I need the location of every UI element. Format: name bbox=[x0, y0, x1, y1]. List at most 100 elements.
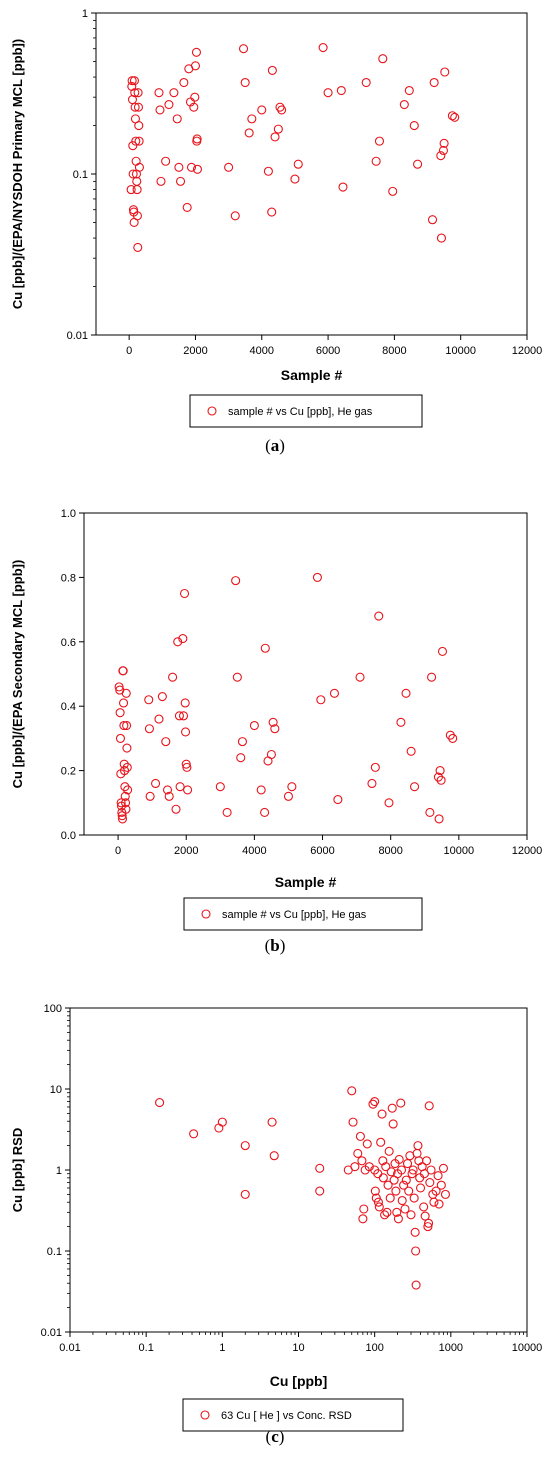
data-point bbox=[260, 807, 270, 818]
data-point bbox=[119, 720, 129, 731]
data-point bbox=[224, 162, 234, 172]
x-tick-label: 4000 bbox=[242, 845, 266, 857]
data-point bbox=[338, 182, 348, 192]
data-point bbox=[355, 672, 365, 682]
data-point bbox=[257, 105, 267, 115]
chart-panel-a: 0 2000 4000 6000 8000 10000 12000 0.01 0.1 1 Sampl… bbox=[0, 0, 550, 470]
data-point bbox=[396, 717, 406, 727]
data-point bbox=[133, 242, 143, 252]
data-point bbox=[189, 1129, 199, 1139]
data-point bbox=[120, 766, 130, 776]
data-point bbox=[362, 1139, 372, 1149]
x-tick-label: 0 bbox=[115, 845, 121, 857]
data-point bbox=[373, 1197, 383, 1207]
data-point bbox=[191, 47, 202, 57]
y-axis-label: Cu [ppb]/(EPA/NYSDOH Primary MCL [ppb]) bbox=[10, 39, 25, 309]
data-point bbox=[318, 43, 328, 53]
data-point bbox=[123, 785, 133, 795]
legend-box bbox=[189, 394, 423, 428]
data-point bbox=[117, 814, 128, 824]
data-point bbox=[370, 1186, 380, 1196]
data-point bbox=[361, 77, 371, 88]
data-point bbox=[222, 807, 232, 818]
data-point bbox=[425, 807, 435, 818]
caption-c-letter: c bbox=[271, 1427, 279, 1446]
data-point bbox=[179, 588, 190, 599]
data-point bbox=[122, 720, 132, 731]
data-point bbox=[371, 156, 381, 166]
data-point bbox=[182, 202, 192, 212]
data-point bbox=[116, 798, 126, 808]
caption-b: (b) bbox=[264, 936, 286, 955]
x-tick-label: 2000 bbox=[183, 345, 207, 357]
data-point bbox=[415, 1183, 426, 1193]
data-point bbox=[164, 100, 174, 110]
y-tick-label: 100 bbox=[44, 1003, 62, 1015]
data-point bbox=[134, 136, 144, 146]
data-point bbox=[217, 1117, 227, 1127]
y-tick-label: 10 bbox=[50, 1084, 62, 1096]
data-point bbox=[164, 791, 174, 801]
data-point bbox=[114, 682, 124, 692]
x-tick-label: 10000 bbox=[512, 1342, 543, 1354]
data-point bbox=[120, 782, 130, 792]
data-point bbox=[436, 151, 446, 161]
x-tick-label: 8000 bbox=[378, 845, 402, 857]
x-tick-label: 0.01 bbox=[59, 1342, 80, 1354]
data-point bbox=[180, 698, 190, 708]
legend-label: sample # vs Cu [ppb], He gas bbox=[228, 406, 373, 418]
plot-frame bbox=[95, 12, 528, 336]
legend-box bbox=[182, 1398, 404, 1432]
data-point bbox=[439, 138, 449, 148]
data-point bbox=[175, 176, 186, 186]
caption-c: (c) bbox=[265, 1427, 285, 1446]
data-point bbox=[402, 1159, 413, 1169]
data-point bbox=[347, 1086, 357, 1096]
data-point bbox=[426, 1165, 436, 1175]
caption-a-letter: a bbox=[270, 436, 280, 455]
y-tick-label: 1.0 bbox=[61, 508, 76, 520]
chart-b-svg: 0 2000 4000 6000 8000 10000 12000 0.0 0.2 0.4 0.6 0… bbox=[10, 508, 542, 931]
data-point bbox=[377, 1109, 387, 1119]
data-point bbox=[172, 114, 182, 124]
data-point bbox=[316, 695, 326, 705]
data-point bbox=[374, 1202, 384, 1212]
x-tick-label: 0 bbox=[126, 345, 132, 357]
data-point bbox=[186, 162, 197, 172]
data-point bbox=[144, 724, 154, 734]
data-point bbox=[374, 611, 384, 621]
data-point bbox=[115, 733, 126, 743]
data-point bbox=[420, 1211, 430, 1221]
data-point bbox=[130, 102, 140, 112]
data-point bbox=[448, 733, 458, 743]
y-tick-label: 1 bbox=[56, 1165, 62, 1177]
data-point bbox=[178, 711, 189, 721]
data-point bbox=[270, 724, 280, 734]
data-point bbox=[409, 782, 420, 792]
data-point bbox=[121, 688, 131, 698]
data-point bbox=[401, 1175, 411, 1185]
data-point bbox=[145, 791, 155, 801]
data-point bbox=[230, 211, 240, 221]
data-point bbox=[128, 169, 138, 179]
caption-a: (a) bbox=[265, 436, 285, 455]
x-tick-label: 2000 bbox=[174, 845, 198, 857]
data-point bbox=[368, 1099, 378, 1109]
data-point bbox=[266, 749, 276, 760]
data-point bbox=[380, 1210, 390, 1220]
data-point bbox=[215, 782, 225, 792]
data-point bbox=[134, 162, 144, 172]
data-point bbox=[348, 1117, 358, 1127]
data-point bbox=[419, 1202, 429, 1212]
chart-panel-b: 0 2000 4000 6000 8000 10000 12000 0.0 0.2 0.4 0.6 0… bbox=[0, 480, 550, 965]
data-point bbox=[422, 1156, 432, 1166]
data-point bbox=[287, 782, 297, 792]
data-point bbox=[376, 1137, 386, 1147]
data-point bbox=[133, 102, 143, 112]
legend-marker bbox=[200, 1410, 210, 1420]
data-point bbox=[429, 1197, 439, 1207]
data-point bbox=[370, 762, 380, 772]
data-point bbox=[404, 85, 414, 96]
data-point bbox=[411, 1280, 421, 1290]
data-point bbox=[122, 762, 132, 772]
